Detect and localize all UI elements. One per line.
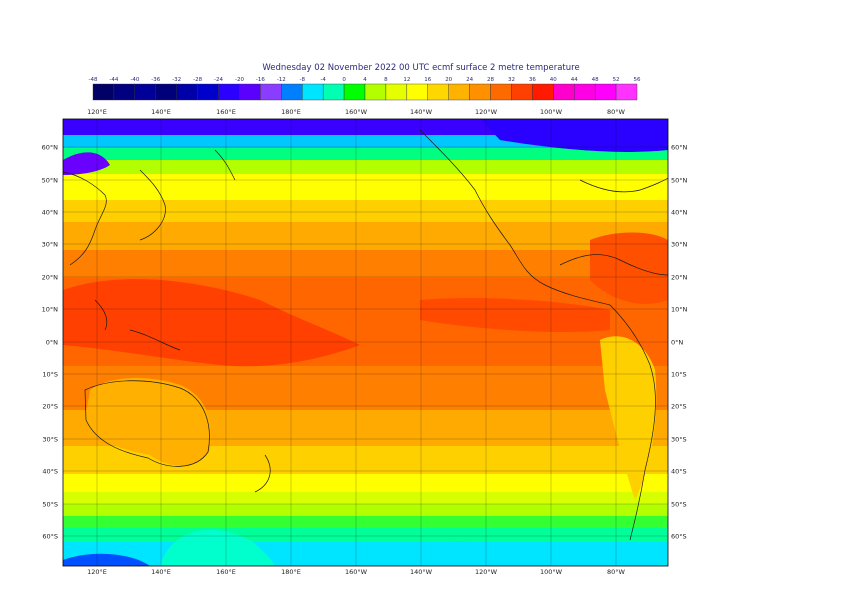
lat-label-right: 50°N <box>671 177 688 185</box>
lat-label-right: 10°S <box>671 371 687 379</box>
colorbar-tick: 40 <box>550 77 557 83</box>
lon-label: 80°W <box>607 108 626 116</box>
colorbar-tick: -32 <box>172 77 181 83</box>
colorbar-boxes <box>92 83 638 101</box>
lat-label-left: 30°N <box>42 241 59 249</box>
lon-label: 180°E <box>281 568 301 576</box>
lat-label-left: 20°S <box>42 403 58 411</box>
colorbar-box <box>615 83 638 101</box>
lon-label: 120°E <box>87 568 107 576</box>
lat-label-left: 20°N <box>42 274 59 282</box>
coastlines <box>63 129 668 541</box>
colorbar-tick: -28 <box>193 77 202 83</box>
lon-label: 160°E <box>216 568 236 576</box>
lon-label: 160°W <box>345 108 368 116</box>
colorbar-tick: 24 <box>466 77 473 83</box>
colorbar-tick: 32 <box>508 77 515 83</box>
colorbar-tick: -4 <box>320 77 326 83</box>
lat-label-right: 50°S <box>671 501 687 509</box>
colorbar-tick: -40 <box>130 77 139 83</box>
lat-label-right: 60°N <box>671 144 688 152</box>
lat-label-left: 50°S <box>42 501 58 509</box>
lon-label: 140°W <box>410 108 433 116</box>
colorbar-tick: -36 <box>151 77 160 83</box>
lon-label: 100°W <box>540 108 563 116</box>
lon-label: 80°W <box>607 568 626 576</box>
lat-label-left: 10°N <box>42 306 59 314</box>
colorbar-tick: 28 <box>487 77 494 83</box>
colorbar-tick: 12 <box>403 77 410 83</box>
colorbar-tick: -24 <box>214 77 223 83</box>
axis-labels: 120°E 120°E 140°E 140°E 160°E 160°E 180°E 180°E… <box>42 108 688 576</box>
colorbar-tick: 44 <box>571 77 578 83</box>
colorbar-tick: -48 <box>89 77 98 83</box>
temperature-field <box>63 119 668 566</box>
colorbar-tick: -12 <box>277 77 286 83</box>
lat-label-right: 30°S <box>671 436 687 444</box>
lon-label: 100°W <box>540 568 563 576</box>
lon-label: 140°W <box>410 568 433 576</box>
lat-label-right: 20°N <box>671 274 688 282</box>
map-frame <box>62 118 669 567</box>
lon-label: 160°E <box>216 108 236 116</box>
colorbar-tick: 8 <box>384 77 388 83</box>
lat-label-left: 40°N <box>42 209 59 217</box>
lat-label-right: 10°N <box>671 306 688 314</box>
colorbar-ticks: -48 -44 -40 -36 -32 -28 -24 -20 -16 -12 -8 -4 0 4 8 12 1… <box>89 77 641 83</box>
lon-label: 120°W <box>475 568 498 576</box>
graticule <box>63 119 668 566</box>
lon-label: 140°E <box>151 108 171 116</box>
map-title: Wednesday 02 November 2022 00 UTC ecmf s… <box>262 63 580 73</box>
colorbar: -48 -44 -40 -36 -32 -28 -24 -20 -16 -12 -8 -4 0 4 8 12 1… <box>89 77 641 101</box>
lon-label: 120°E <box>87 108 107 116</box>
lon-label: 140°E <box>151 568 171 576</box>
colorbar-tick: -16 <box>256 77 265 83</box>
lat-label-left: 40°S <box>42 468 58 476</box>
colorbar-tick: 48 <box>592 77 599 83</box>
colorbar-tick: 20 <box>445 77 452 83</box>
colorbar-tick: -20 <box>235 77 244 83</box>
colorbar-tick: 52 <box>613 77 620 83</box>
lat-label-right: 30°N <box>671 241 688 249</box>
lat-label-right: 60°S <box>671 533 687 541</box>
lat-label-left: 0°N <box>46 339 58 347</box>
lat-label-left: 60°N <box>42 144 59 152</box>
lon-label: 160°W <box>345 568 368 576</box>
lat-label-right: 0°N <box>671 339 683 347</box>
lat-label-right: 40°N <box>671 209 688 217</box>
colorbar-tick: 4 <box>363 77 367 83</box>
colorbar-tick: 36 <box>529 77 536 83</box>
lat-label-left: 30°S <box>42 436 58 444</box>
lat-label-right: 20°S <box>671 403 687 411</box>
lat-label-left: 60°S <box>42 533 58 541</box>
colorbar-tick: 16 <box>424 77 431 83</box>
lat-label-left: 50°N <box>42 177 59 185</box>
lon-label: 120°W <box>475 108 498 116</box>
colorbar-tick: -44 <box>109 77 118 83</box>
lon-label: 180°E <box>281 108 301 116</box>
lat-label-right: 40°S <box>671 468 687 476</box>
colorbar-tick: 0 <box>342 77 346 83</box>
colorbar-tick: 56 <box>634 77 641 83</box>
colorbar-tick: -8 <box>299 77 305 83</box>
lat-label-left: 10°S <box>42 371 58 379</box>
